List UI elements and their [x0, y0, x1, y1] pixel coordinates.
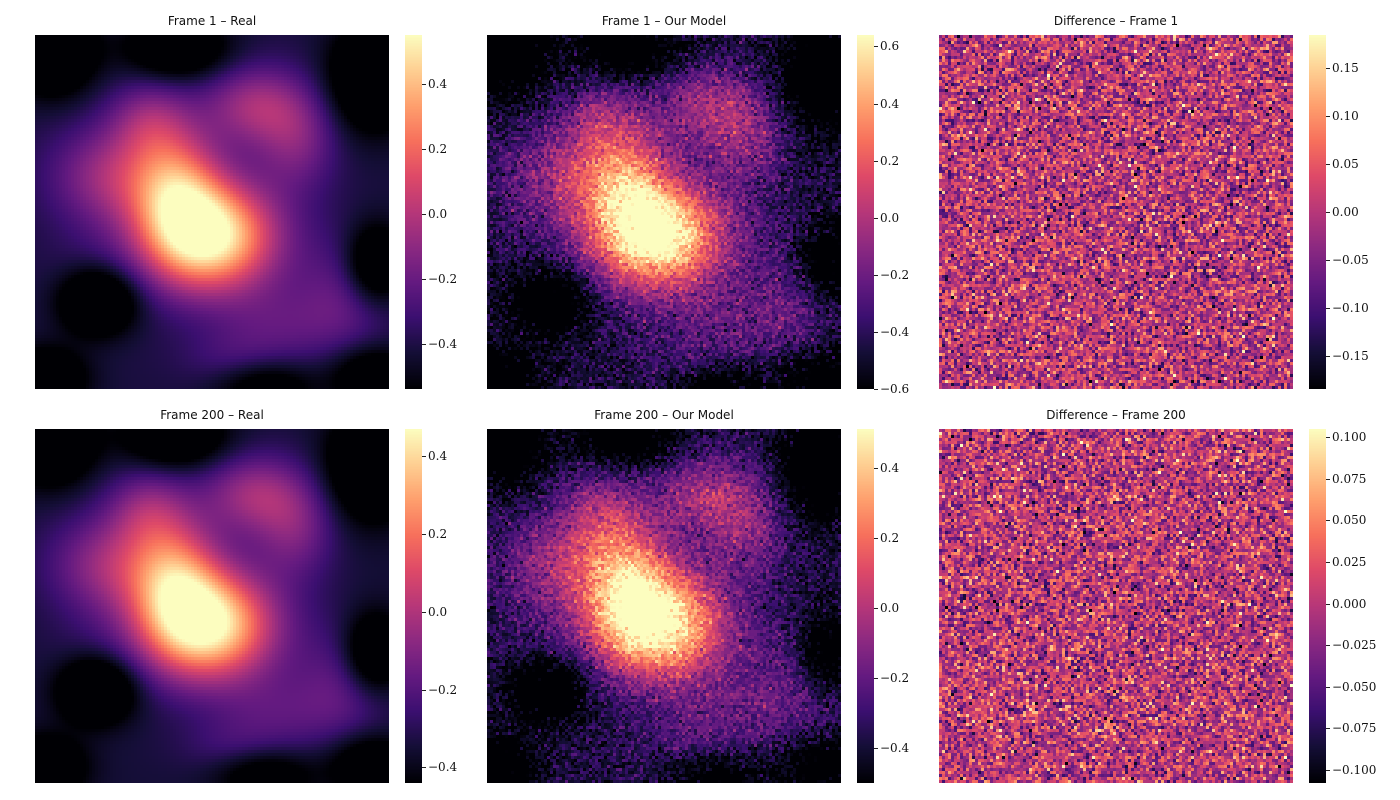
- colorbar-tick-label: 0.10: [1332, 109, 1359, 123]
- colorbar-tick: [1326, 356, 1330, 357]
- colorbar-tick-label: −0.2: [428, 683, 458, 697]
- colorbar-tick: [1326, 520, 1330, 521]
- colorbar-tick: [1326, 604, 1330, 605]
- colorbar: [405, 35, 422, 389]
- colorbar-tick: [422, 279, 426, 280]
- colorbar-tick-label: 0.00: [1332, 205, 1359, 219]
- colorbar-tick: [874, 161, 878, 162]
- colorbar-tick: [874, 104, 878, 105]
- heatmap-image: [939, 429, 1293, 783]
- heatmap-image: [487, 429, 841, 783]
- colorbar-tick-label: −0.10: [1332, 301, 1369, 315]
- colorbar-tick: [422, 149, 426, 150]
- colorbar-tick-label: −0.2: [880, 268, 910, 282]
- colorbar-tick: [874, 218, 878, 219]
- panel-title: Frame 200 – Real: [160, 408, 264, 422]
- colorbar-tick: [1326, 687, 1330, 688]
- panel-title: Frame 1 – Our Model: [601, 14, 727, 28]
- colorbar-tick: [1326, 68, 1330, 69]
- colorbar-tick: [874, 468, 878, 469]
- colorbar-tick: [874, 389, 878, 390]
- colorbar-tick-label: 0.6: [880, 39, 900, 53]
- colorbar-tick-label: 0.4: [880, 97, 900, 111]
- colorbar-tick-label: 0.2: [428, 527, 448, 541]
- heatmap-image: [487, 35, 841, 389]
- colorbar-tick-label: −0.100: [1332, 763, 1377, 777]
- colorbar-tick: [422, 84, 426, 85]
- colorbar-tick-label: 0.000: [1332, 597, 1367, 611]
- colorbar-tick-label: −0.025: [1332, 638, 1377, 652]
- colorbar: [857, 429, 874, 783]
- colorbar-tick: [874, 608, 878, 609]
- colorbar-tick-label: 0.100: [1332, 430, 1367, 444]
- colorbar-tick-label: 0.025: [1332, 555, 1367, 569]
- colorbar-tick: [1326, 770, 1330, 771]
- colorbar-tick-label: 0.0: [428, 605, 448, 619]
- colorbar-tick-label: −0.4: [428, 337, 458, 351]
- panel-title: Difference – Frame 200: [1046, 408, 1186, 422]
- colorbar-tick-label: 0.050: [1332, 513, 1367, 527]
- colorbar-tick-label: −0.05: [1332, 253, 1369, 267]
- colorbar-tick: [422, 767, 426, 768]
- colorbar: [1309, 429, 1326, 783]
- colorbar-tick-label: 0.15: [1332, 61, 1359, 75]
- panel-title: Frame 1 – Real: [167, 14, 257, 28]
- colorbar-tick: [874, 46, 878, 47]
- colorbar-tick-label: 0.0: [880, 211, 900, 225]
- colorbar: [857, 35, 874, 389]
- colorbar-tick: [422, 344, 426, 345]
- colorbar-tick-label: 0.4: [880, 461, 900, 475]
- colorbar-tick-label: −0.4: [880, 325, 910, 339]
- heatmap-image: [35, 429, 389, 783]
- colorbar-tick: [874, 538, 878, 539]
- colorbar-tick-label: 0.0: [880, 601, 900, 615]
- colorbar-tick: [1326, 437, 1330, 438]
- colorbar-tick: [1326, 728, 1330, 729]
- colorbar-tick-label: −0.050: [1332, 680, 1377, 694]
- colorbar-tick: [1326, 212, 1330, 213]
- colorbar-tick-label: 0.4: [428, 77, 448, 91]
- colorbar-tick: [422, 534, 426, 535]
- colorbar: [405, 429, 422, 783]
- colorbar-tick-label: −0.2: [880, 671, 910, 685]
- colorbar-tick: [1326, 645, 1330, 646]
- colorbar-tick-label: 0.075: [1332, 472, 1367, 486]
- colorbar: [1309, 35, 1326, 389]
- colorbar-tick: [422, 456, 426, 457]
- colorbar-tick-label: −0.4: [880, 741, 910, 755]
- colorbar-tick: [874, 275, 878, 276]
- colorbar-tick: [1326, 562, 1330, 563]
- colorbar-tick: [1326, 479, 1330, 480]
- colorbar-tick-label: 0.05: [1332, 157, 1359, 171]
- colorbar-tick: [874, 678, 878, 679]
- colorbar-tick-label: −0.15: [1332, 349, 1369, 363]
- colorbar-tick: [874, 332, 878, 333]
- colorbar-tick-label: 0.2: [428, 142, 448, 156]
- heatmap-image: [939, 35, 1293, 389]
- colorbar-tick-label: 0.4: [428, 449, 448, 463]
- panel-title: Difference – Frame 1: [1053, 14, 1179, 28]
- colorbar-tick-label: −0.075: [1332, 721, 1377, 735]
- colorbar-tick: [1326, 260, 1330, 261]
- colorbar-tick: [874, 748, 878, 749]
- panel-title: Frame 200 – Our Model: [594, 408, 734, 422]
- colorbar-tick-label: −0.4: [428, 760, 458, 774]
- colorbar-tick: [1326, 308, 1330, 309]
- colorbar-tick-label: 0.2: [880, 154, 900, 168]
- colorbar-tick: [422, 690, 426, 691]
- colorbar-tick: [422, 612, 426, 613]
- colorbar-tick: [1326, 116, 1330, 117]
- colorbar-tick-label: 0.2: [880, 531, 900, 545]
- heatmap-image: [35, 35, 389, 389]
- colorbar-tick: [422, 214, 426, 215]
- colorbar-tick-label: −0.6: [880, 382, 910, 396]
- colorbar-tick-label: −0.2: [428, 272, 458, 286]
- colorbar-tick: [1326, 164, 1330, 165]
- colorbar-tick-label: 0.0: [428, 207, 448, 221]
